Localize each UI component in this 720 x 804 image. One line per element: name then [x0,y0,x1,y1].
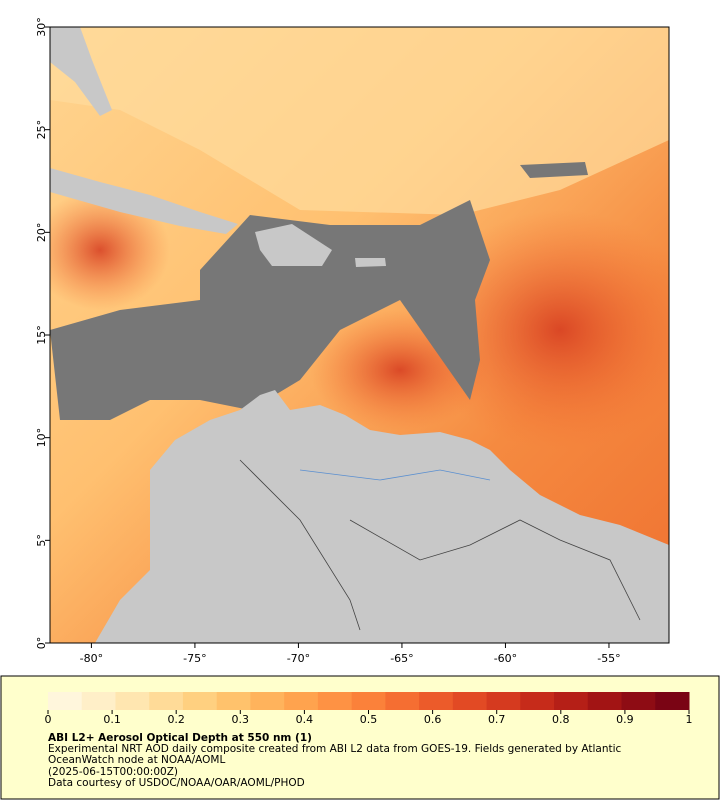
colorbar-segment [284,692,319,710]
colorbar-segment [655,692,690,710]
colorbar-segment [182,692,218,710]
colorbar-segment [317,692,353,710]
y-tick-label: 25° [35,120,48,140]
colorbar-tick-label: 0.1 [103,713,121,726]
x-tick-label: -55° [597,652,620,665]
y-tick-label: 5° [35,534,48,547]
colorbar-segment [621,692,656,710]
colorbar-segment [385,692,420,710]
y-tick-label: 20° [35,223,48,243]
y-tick-label: 0° [35,637,48,650]
colorbar-tick-label: 0.2 [167,713,185,726]
colorbar-tick-label: 0.5 [360,713,378,726]
colorbar-tick-label: 0.8 [552,713,570,726]
colorbar-segment [587,692,623,710]
colorbar-segment [149,692,184,710]
caption-description: OceanWatch node at NOAA/AOML [48,754,225,766]
colorbar-tick-label: 0.9 [616,713,634,726]
colorbar-segment [351,692,386,710]
x-tick-label: -60° [494,652,517,665]
y-tick-label: 15° [35,325,48,345]
colorbar-tick-label: 0 [45,713,52,726]
caption-description: Experimental NRT AOD daily composite cre… [48,743,622,755]
x-tick-label: -75° [183,652,206,665]
colorbar-tick-label: 0.6 [424,713,442,726]
colorbar-tick-label: 0.7 [488,713,506,726]
colorbar-segment [452,692,488,710]
colorbar-tick-label: 1 [686,713,693,726]
y-tick-label: 10° [35,428,48,448]
colorbar-segment [486,692,521,710]
colorbar-segment [81,692,116,710]
colorbar-segment [115,692,150,710]
x-tick-label: -70° [287,652,310,665]
caption-credit: Data courtesy of USDOC/NOAA/OAR/AOML/PHO… [48,777,305,789]
colorbar-segment [216,692,251,710]
colorbar-tick-label: 0.3 [232,713,250,726]
map-field [50,27,669,643]
x-tick-label: -80° [80,652,103,665]
colorbar-tick-label: 0.4 [296,713,314,726]
caption-time: (2025-06-15T00:00:00Z) [48,766,178,778]
y-tick-label: 30° [35,17,48,37]
caption-title: ABI L2+ Aerosol Optical Depth at 550 nm … [48,732,312,744]
colorbar-segment [48,692,83,710]
colorbar-segment [419,692,454,710]
x-tick-label: -65° [390,652,413,665]
colorbar-segment [520,692,555,710]
colorbar-segment [250,692,285,710]
colorbar-segment [554,692,589,710]
